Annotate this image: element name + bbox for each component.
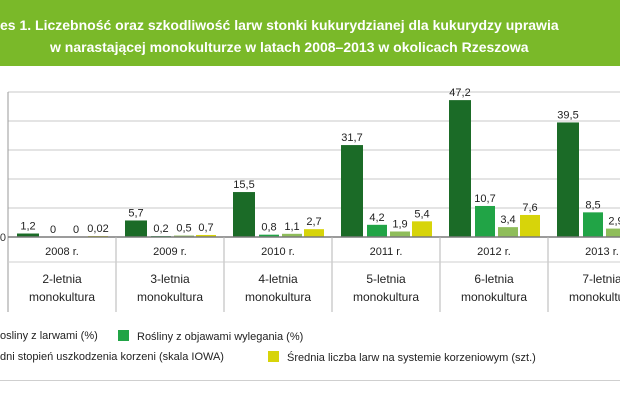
- data-label: 4,2: [369, 212, 384, 224]
- category-label: 7-letnia: [582, 272, 620, 286]
- category-label: 5-letnia: [366, 272, 406, 286]
- x-tick-label: 2009 r.: [153, 246, 187, 258]
- legend-swatch-larvae-per-root: [268, 351, 279, 362]
- data-label: 0,7: [198, 222, 213, 234]
- data-label: 5,7: [128, 207, 143, 219]
- bar-2: [367, 224, 387, 237]
- x-tick-label: 2012 r.: [477, 246, 511, 258]
- data-label: 0,5: [176, 223, 191, 235]
- category-label: monokultura: [461, 290, 527, 304]
- x-tick-label: 2008 r.: [45, 246, 79, 258]
- data-label: 39,5: [557, 109, 578, 121]
- data-label: 1,2: [20, 221, 35, 233]
- chart-title-line-1: es 1. Liczebność oraz szkodliwość larw s…: [0, 17, 559, 33]
- data-label: 2,7: [306, 216, 321, 228]
- data-label: 0,02: [87, 223, 108, 235]
- bar-1: [557, 122, 579, 237]
- data-label: 8,5: [585, 199, 600, 211]
- bar-2: [475, 205, 495, 237]
- bar-3: [498, 227, 518, 237]
- category-label: monokultura: [137, 290, 203, 304]
- bar-3: [606, 228, 620, 237]
- data-label: 15,5: [233, 179, 254, 191]
- legend-item-larvae-per-root: Średnia liczba larw na systemie korzenio…: [268, 351, 536, 364]
- category-label: 2-letnia: [42, 272, 82, 286]
- category-label: monokultura: [353, 290, 419, 304]
- category-label: monokultura: [245, 290, 311, 304]
- legend-item-root-damage: dni stopień uszkodzenia korzeni (skala I…: [0, 351, 224, 363]
- data-label: 47,2: [449, 87, 470, 99]
- data-label: 2,9: [608, 216, 620, 228]
- bar-3: [282, 233, 302, 237]
- bar-1: [341, 145, 363, 237]
- data-label: 0: [73, 224, 79, 236]
- bar-4: [520, 214, 540, 237]
- chart-title-band: es 1. Liczebność oraz szkodliwość larw s…: [0, 0, 620, 66]
- bar-3: [390, 231, 410, 237]
- legend-item-larvae: osliny z larwami (%): [0, 330, 98, 342]
- bar-1: [233, 192, 255, 237]
- bar-1: [449, 100, 471, 237]
- data-label: 1,9: [392, 218, 407, 230]
- x-tick-label: 2013 r.: [585, 246, 619, 258]
- data-label: 0: [50, 224, 56, 236]
- data-label: 5,4: [414, 208, 429, 220]
- bar-2: [259, 234, 279, 237]
- bar-chart: 0 1,2 0 0 0,02 5,7 0,2 0,5 0,7 15,5 0,8 1,1 2,7 31,7 4…: [0, 87, 620, 312]
- category-label: monokultura: [29, 290, 95, 304]
- chart-title-line-2: w narastającej monokulturze w latach 200…: [50, 39, 529, 55]
- legend-item-lodging: Rośliny z objawami wylegania (%): [118, 330, 303, 343]
- data-label: 0,8: [261, 222, 276, 234]
- legend-swatch-lodging: [118, 330, 129, 341]
- x-tick-label: 2010 r.: [261, 246, 295, 258]
- bar-2: [583, 212, 603, 237]
- data-label: 31,7: [341, 132, 362, 144]
- data-label: 7,6: [522, 202, 537, 214]
- bar-4: [304, 229, 324, 237]
- bar-4: [412, 221, 432, 237]
- x-tick-label: 2011 r.: [370, 246, 403, 258]
- bar-1: [125, 220, 147, 237]
- data-label: 3,4: [500, 214, 515, 226]
- data-label: 10,7: [474, 193, 495, 205]
- category-label: 6-letnia: [474, 272, 514, 286]
- footer-divider: [0, 380, 620, 381]
- category-label: 3-letnia: [150, 272, 190, 286]
- category-label: 4-letnia: [258, 272, 298, 286]
- y-tick-label: 0: [0, 232, 6, 244]
- category-label: monokultura: [569, 290, 620, 304]
- data-label: 0,2: [153, 223, 168, 235]
- data-label: 1,1: [284, 221, 299, 233]
- bar-1: [17, 233, 39, 237]
- bar-4: [196, 234, 216, 237]
